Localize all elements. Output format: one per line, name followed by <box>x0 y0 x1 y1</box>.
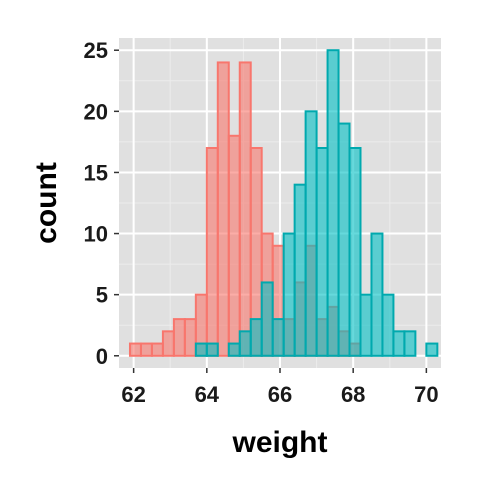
histogram-bar-series-2 <box>403 330 417 357</box>
y-axis-tick-label: 20 <box>84 99 108 124</box>
y-axis-tick-label: 25 <box>84 38 108 63</box>
histogram-bar-series-1 <box>205 147 219 357</box>
histogram-bar-series-2 <box>337 122 351 357</box>
y-axis-tick-labels: 0 5 10 15 20 25 <box>84 38 108 369</box>
histogram-bar-series-2 <box>326 49 340 357</box>
histogram-bar-series-1 <box>216 61 230 357</box>
histogram-bar-series-2 <box>315 147 329 357</box>
histogram-bar-series-2 <box>271 318 285 357</box>
y-axis-title: count <box>30 162 63 244</box>
histogram-bar-series-1 <box>150 342 164 357</box>
histogram-bar-series-2 <box>227 342 241 357</box>
histogram-bar-series-2 <box>359 293 373 357</box>
x-axis-tick-labels: 62 64 66 68 70 <box>121 382 438 407</box>
histogram-bar-series-1 <box>227 134 241 357</box>
histogram-bar-series-2 <box>205 342 219 357</box>
histogram-bar-series-2 <box>425 342 439 357</box>
histogram-bar-series-1 <box>172 318 186 357</box>
histogram-bar-series-2 <box>194 342 208 357</box>
histogram-bar-series-2 <box>370 232 384 357</box>
histogram-bar-series-1 <box>238 61 252 357</box>
x-axis-tick-label: 68 <box>341 382 365 407</box>
x-axis-title: weight <box>232 426 328 459</box>
histogram-bar-series-2 <box>304 110 318 357</box>
histogram-bar-series-2 <box>249 318 263 357</box>
x-axis-tick-label: 70 <box>414 382 438 407</box>
y-axis-tick-label: 5 <box>96 283 108 308</box>
histogram-bar-series-2 <box>381 293 395 357</box>
y-axis-tick-label: 0 <box>96 344 108 369</box>
histogram-bar-series-2 <box>392 330 406 357</box>
histogram-bar-series-2 <box>238 330 252 357</box>
histogram-bar-series-2 <box>260 281 274 357</box>
histogram-bar-series-1 <box>161 330 175 357</box>
histogram-bar-series-1 <box>183 318 197 357</box>
y-axis-tick-label: 15 <box>84 160 108 185</box>
axis-ticks <box>114 49 428 373</box>
x-axis-tick-label: 66 <box>268 382 292 407</box>
x-axis-tick-label: 64 <box>195 382 220 407</box>
histogram-bar-series-1 <box>128 342 142 357</box>
y-axis-tick-label: 10 <box>84 222 108 247</box>
histogram-bars <box>128 49 439 357</box>
x-axis-tick-label: 62 <box>121 382 145 407</box>
histogram-bar-series-2 <box>348 147 362 357</box>
histogram-bar-series-2 <box>282 232 296 357</box>
histogram-bar-series-1 <box>139 342 153 357</box>
histogram-bar-series-2 <box>293 183 307 357</box>
